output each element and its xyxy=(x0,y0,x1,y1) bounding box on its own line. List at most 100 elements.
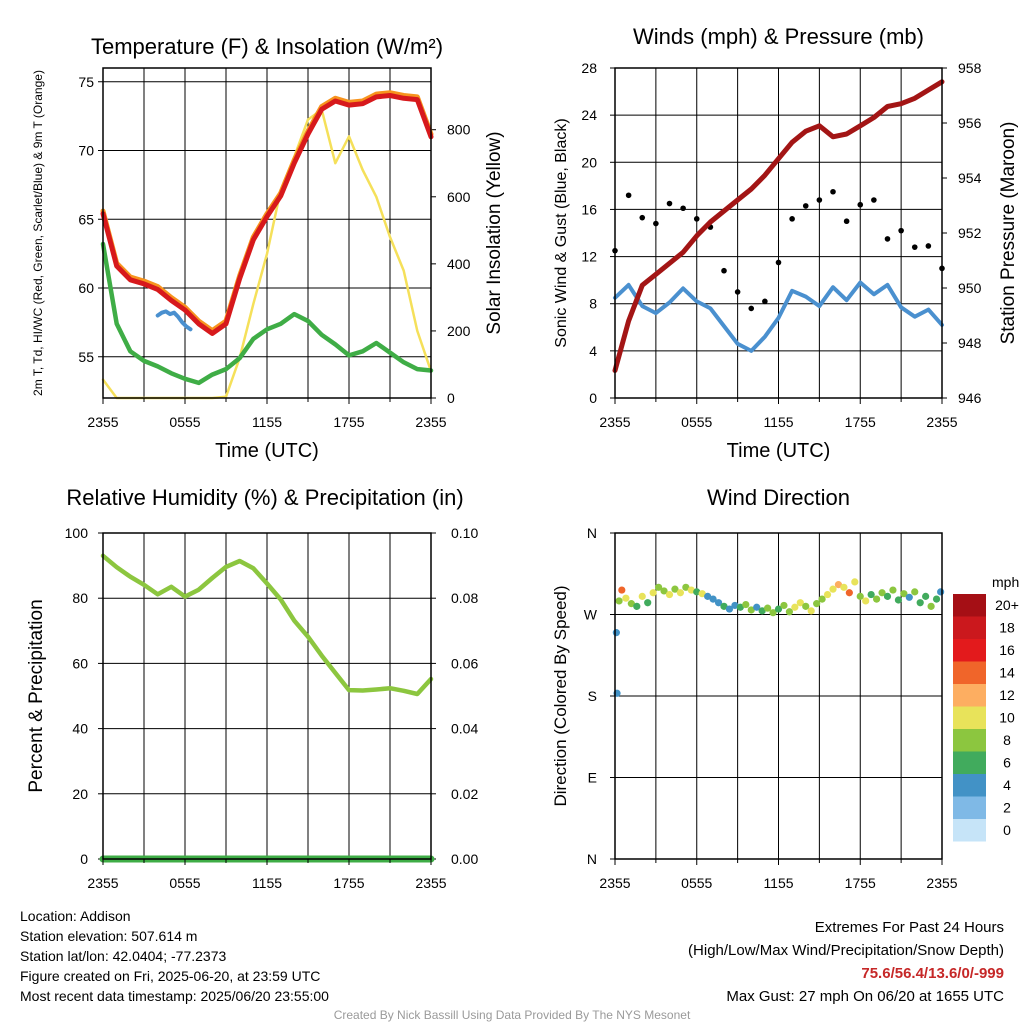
direction-point xyxy=(633,602,641,610)
y-tick-label: 70 xyxy=(78,143,94,159)
direction-point xyxy=(802,602,810,610)
y-tick-label: 0 xyxy=(589,390,597,406)
direction-point xyxy=(873,595,881,603)
chart-title: Relative Humidity (%) & Precipitation (i… xyxy=(66,485,463,510)
y-right-tick-label: 0.08 xyxy=(451,590,478,606)
direction-point xyxy=(780,601,788,610)
direction-point xyxy=(916,599,924,607)
gust-point xyxy=(653,220,659,227)
direction-point xyxy=(753,603,761,611)
y-tick-label: S xyxy=(588,688,597,704)
gust-point xyxy=(639,214,646,221)
direction-point xyxy=(644,599,652,607)
direction-point xyxy=(704,592,712,600)
sonic-wind-line xyxy=(613,280,944,353)
direction-point xyxy=(709,595,717,603)
legend-swatch xyxy=(953,684,986,707)
gust-point xyxy=(762,298,768,305)
legend-swatch xyxy=(953,594,986,617)
direction-point xyxy=(612,629,620,637)
x-tick-label: 1155 xyxy=(763,414,793,430)
direction-point xyxy=(862,597,870,605)
x-tick-label: 2355 xyxy=(415,875,446,891)
y-tick-label: 40 xyxy=(72,721,88,737)
gust-point xyxy=(802,203,809,209)
gust-point xyxy=(775,259,782,266)
recent-text: Most recent data timestamp: 2025/06/20 2… xyxy=(20,988,329,1004)
extremes-title: Extremes For Past 24 Hours xyxy=(814,919,1004,936)
legend-swatch xyxy=(953,729,986,752)
legend-label: 12 xyxy=(999,687,1015,703)
y-right-tick-label: 200 xyxy=(447,323,471,339)
y-tick-label: 20 xyxy=(72,786,88,802)
y-tick-label: 16 xyxy=(581,201,597,217)
legend-label: 6 xyxy=(1003,755,1011,771)
direction-point xyxy=(618,586,626,594)
y-right-tick-label: 0.06 xyxy=(451,655,478,671)
gust-point xyxy=(911,244,918,250)
legend-label: 16 xyxy=(999,642,1015,658)
direction-point xyxy=(725,605,734,613)
x-tick-label: 0555 xyxy=(681,875,712,891)
direction-point xyxy=(638,592,646,600)
created-text: Figure created on Fri, 2025-06-20, at 23… xyxy=(20,968,321,984)
direction-point xyxy=(660,587,668,595)
direction-point xyxy=(813,600,821,608)
direction-point xyxy=(845,589,853,597)
gust-point xyxy=(884,236,891,242)
y-tick-label: 80 xyxy=(72,590,88,606)
direction-point xyxy=(649,589,657,597)
legend-label: 20+ xyxy=(995,597,1019,613)
chart-title: Wind Direction xyxy=(707,485,850,510)
direction-point xyxy=(769,609,777,617)
y-tick-label: 20 xyxy=(581,154,597,170)
temperature-series-2 xyxy=(100,93,434,336)
gust-point xyxy=(734,289,741,295)
direction-point xyxy=(764,604,772,612)
direction-point xyxy=(905,593,913,601)
gust-point xyxy=(693,216,700,222)
direction-point xyxy=(627,600,635,608)
latlon-text: Station lat/lon: 42.0404; -77.2373 xyxy=(20,948,227,964)
y-axis-label: Direction (Colored By Speed) xyxy=(551,585,570,806)
y-tick-label: N xyxy=(587,851,597,867)
y-tick-label: 65 xyxy=(78,211,94,227)
x-tick-label: 2355 xyxy=(599,875,630,891)
direction-point xyxy=(736,603,744,611)
direction-point xyxy=(785,608,794,616)
direction-point xyxy=(851,578,859,586)
direction-point xyxy=(698,590,706,598)
x-tick-label: 1155 xyxy=(252,875,282,891)
y-tick-label: 4 xyxy=(589,343,597,359)
x-tick-label: 0555 xyxy=(169,414,200,430)
x-tick-label: 0555 xyxy=(169,875,200,891)
y-right-tick-label: 948 xyxy=(958,335,982,351)
y-right-axis-label: Station Pressure (Maroon) xyxy=(998,122,1019,345)
y-right-axis-label: Solar Insolation (Yellow) xyxy=(484,131,505,334)
direction-point xyxy=(796,599,804,607)
gust-point xyxy=(843,218,850,225)
direction-point xyxy=(818,595,826,603)
temperature-series-3 xyxy=(100,241,434,386)
y-tick-label: 75 xyxy=(78,74,94,90)
y-tick-label: E xyxy=(588,770,597,786)
direction-point xyxy=(665,590,674,599)
x-tick-label: 1155 xyxy=(252,414,282,430)
direction-point xyxy=(829,585,837,593)
y-right-tick-label: 958 xyxy=(958,60,982,76)
gust-point xyxy=(666,200,673,207)
gust-point xyxy=(830,188,836,195)
y-axis-label: Percent & Precipitation xyxy=(26,599,47,792)
y-tick-label: N xyxy=(587,525,597,541)
humidity-line xyxy=(100,553,434,697)
y-tick-label: 60 xyxy=(72,655,88,671)
y-tick-label: 28 xyxy=(581,60,597,76)
y-right-tick-label: 950 xyxy=(958,280,982,296)
x-tick-label: 1155 xyxy=(763,875,793,891)
gust-point xyxy=(857,201,864,208)
direction-point xyxy=(671,585,679,593)
x-tick-label: 2355 xyxy=(926,875,957,891)
direction-point xyxy=(889,586,897,594)
x-tick-label: 2355 xyxy=(87,875,118,891)
direction-point xyxy=(622,594,630,602)
